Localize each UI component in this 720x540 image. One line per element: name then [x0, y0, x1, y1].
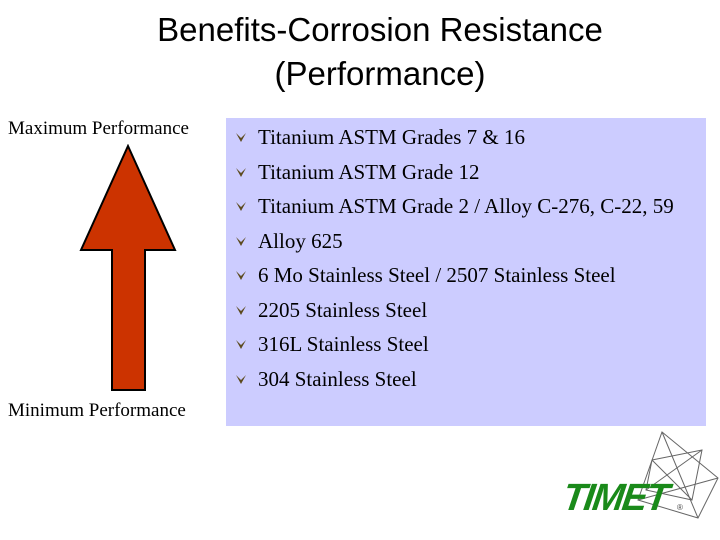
slide-title: Benefits-Corrosion Resistance (Performan… — [60, 8, 700, 96]
list-item: 304 Stainless Steel — [226, 362, 696, 397]
checkmark-bullet-icon — [236, 202, 246, 211]
performance-arrow-icon — [79, 144, 177, 391]
list-item-label: 2205 Stainless Steel — [258, 297, 428, 322]
list-item: 6 Mo Stainless Steel / 2507 Stainless St… — [226, 258, 696, 293]
checkmark-bullet-icon — [236, 340, 246, 349]
list-item-label: Titanium ASTM Grade 2 / Alloy C-276, C-2… — [258, 194, 674, 218]
registered-mark: ® — [677, 503, 683, 512]
materials-list: Titanium ASTM Grades 7 & 16 Titanium AST… — [226, 120, 696, 396]
title-line-2: (Performance) — [274, 55, 486, 92]
list-item-label: Alloy 625 — [258, 228, 343, 253]
checkmark-bullet-icon — [236, 133, 246, 142]
materials-panel — [226, 118, 706, 426]
checkmark-bullet-icon — [236, 305, 246, 315]
list-item: Alloy 625 — [226, 224, 696, 259]
checkmark-bullet-icon — [236, 374, 246, 384]
checkmark-bullet-icon — [236, 167, 246, 177]
list-item: Titanium ASTM Grade 2 / Alloy C-276, C-2… — [226, 189, 696, 224]
list-item: 2205 Stainless Steel — [226, 293, 696, 328]
list-item-label: 316L Stainless Steel — [258, 332, 429, 356]
maximum-performance-label: Maximum Performance — [8, 118, 189, 139]
list-item-label: 304 Stainless Steel — [258, 366, 417, 391]
list-item: 316L Stainless Steel — [226, 327, 696, 362]
checkmark-bullet-icon — [236, 236, 246, 246]
timet-logo: TIMET — [560, 477, 670, 519]
list-item: Titanium ASTM Grades 7 & 16 — [226, 120, 696, 155]
list-item-label: Titanium ASTM Grade 12 — [258, 159, 480, 184]
checkmark-bullet-icon — [236, 271, 246, 280]
star-outline-icon — [637, 431, 719, 519]
minimum-performance-label: Minimum Performance — [8, 400, 186, 421]
title-line-1: Benefits-Corrosion Resistance — [157, 11, 603, 48]
list-item-label: Titanium ASTM Grades 7 & 16 — [258, 125, 525, 149]
list-item-label: 6 Mo Stainless Steel / 2507 Stainless St… — [258, 263, 616, 287]
performance-arrow-shape — [79, 144, 177, 391]
list-item: Titanium ASTM Grade 12 — [226, 155, 696, 190]
